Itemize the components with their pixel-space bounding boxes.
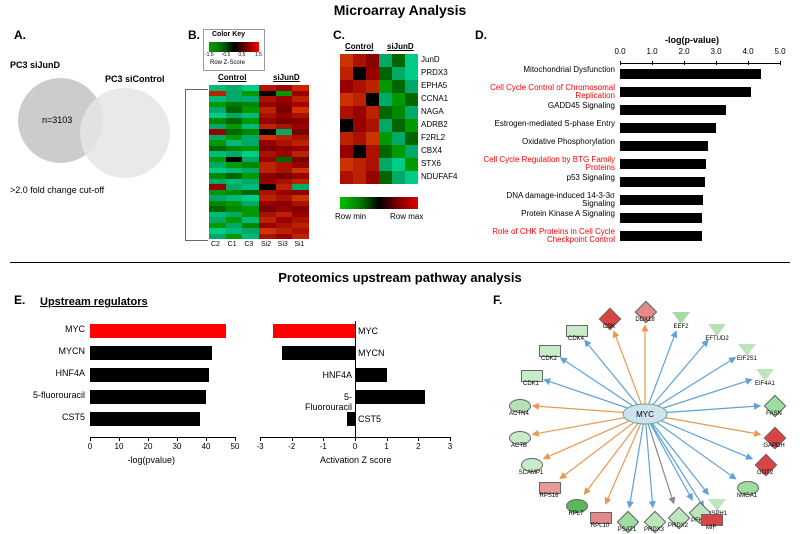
venn-circle-right [80, 88, 170, 178]
panelA-venn: PC3 siJunD PC3 siControl n=3103 >2.0 fol… [10, 50, 185, 230]
node-GOT2: GOT2 [752, 456, 778, 472]
gene-PRDX3: PRDX3 [421, 68, 448, 77]
colorkey: Color Key -1.5-0.50.51.5 Row Z-Score [203, 29, 265, 71]
node-RPL7: RPL7 [563, 497, 589, 513]
d-label-6: p53 Signaling [480, 174, 615, 182]
gene-JunD: JunD [421, 55, 440, 64]
d-bar-0 [620, 69, 761, 79]
node-EEF2: EEF2 [668, 310, 694, 326]
node-CDK2: CDK2 [536, 342, 562, 358]
panelB: Color Key -1.5-0.50.51.5 Row Z-Score Con… [175, 29, 330, 254]
d-bar-3 [620, 123, 716, 133]
node-EIF4A1: EIF4A1 [752, 367, 778, 383]
heatmap-B [209, 85, 309, 239]
label-A: A. [14, 28, 26, 42]
d-label-4: Oxidative Phosphorylation [480, 138, 615, 146]
d-bar-2 [620, 105, 726, 115]
gene-STX6: STX6 [421, 159, 441, 168]
panelC: Control siJunD JunD PRDX3 EPHA5 CCNA1 NAGA AD… [330, 42, 475, 252]
colorkey-sub: Row Z-Score [210, 60, 245, 66]
label-C: C. [333, 28, 345, 42]
node-CSK: CSK [596, 310, 622, 326]
c-group-si: siJunD [387, 42, 414, 51]
venn-n-label: n=3103 [42, 115, 72, 125]
heatmap-C [340, 54, 418, 184]
section-divider [10, 262, 790, 263]
node-GAPDH: GAPDH [761, 429, 787, 445]
dendrogram [185, 89, 208, 241]
d-label-9: Role of CHK Proteins in Cell Cycle Check… [480, 228, 615, 245]
d-label-0: Mitochondrial Dysfunction [480, 66, 615, 74]
panelF-network: MYC CSK DDX18 EEF2 EFTUD2 CDK4CDK2 CDK1 EIF2S1… [495, 300, 795, 528]
b-col-Si2: Si2 [261, 241, 271, 248]
gene-NDUFAF4: NDUFAF4 [421, 172, 457, 181]
gene-NAGA: NAGA [421, 107, 444, 116]
node-hMGA1: hMGA1 [734, 479, 760, 495]
node-SCAMP1: SCAMP1 [518, 456, 544, 472]
panelD-chart: -log(p-value) 0.01.02.03.04.05.0 Mitocho… [480, 35, 788, 253]
b-group-si: siJunD [273, 73, 300, 82]
b-col-C1: C1 [228, 241, 237, 248]
c-max: Row max [390, 212, 423, 221]
node-CDK4: CDK4 [563, 322, 589, 338]
b-col-Si3: Si3 [278, 241, 288, 248]
node-FASN: FASN [761, 397, 787, 413]
proteomics-title: Proteomics upstream pathway analysis [0, 270, 800, 285]
d-bar-6 [620, 177, 705, 187]
node-DDX18: DDX18 [632, 303, 658, 319]
node-ACTN4: ACTN4 [506, 397, 532, 413]
d-label-3: Estrogen-mediated S-phase Entry [480, 120, 615, 128]
node-MIF: MIF [698, 511, 724, 527]
d-bar-7 [620, 195, 703, 205]
d-bar-8 [620, 213, 702, 223]
d-label-5: Cell Cycle Regulation by BTG Family Prot… [480, 156, 615, 173]
microarray-title: Microarray Analysis [0, 2, 800, 18]
d-bar-9 [620, 231, 702, 241]
node-EIF2S1: EIF2S1 [734, 342, 760, 358]
colorkey-gradient [209, 42, 259, 52]
node-RPL10: RPL10 [587, 509, 613, 525]
d-bar-5 [620, 159, 706, 169]
label-E: E. [14, 293, 25, 307]
gene-F2RL2: F2RL2 [421, 133, 445, 142]
e-title: Upstream regulators [40, 296, 148, 308]
d-xtitle: -log(p-value) [665, 35, 719, 45]
panelE: Upstream regulators 01020304050-log(pval… [25, 296, 475, 516]
d-label-8: Protein Kinase A Signaling [480, 210, 615, 218]
b-group-ctrl: Control [218, 73, 246, 82]
svg-text:MYC: MYC [636, 410, 654, 419]
gene-ADRB2: ADRB2 [421, 120, 448, 129]
node-EFTUD2: EFTUD2 [704, 322, 730, 338]
venn-cutoff: >2.0 fold change cut-off [10, 185, 104, 195]
c-min: Row min [335, 212, 366, 221]
c-group-ctrl: Control [345, 42, 373, 51]
d-label-1: Cell Cycle Control of Chromosomal Replic… [480, 84, 615, 101]
b-col-Si1: Si1 [294, 241, 304, 248]
d-label-7: DNA damage-induced 14-3-3σ Signaling [480, 192, 615, 209]
node-RPS16: RPS16 [536, 479, 562, 495]
gene-CCNA1: CCNA1 [421, 94, 448, 103]
venn-right-label: PC3 siControl [105, 74, 165, 84]
node-ACTB: ACTB [506, 429, 532, 445]
colorkey-title: Color Key [212, 31, 245, 38]
d-bar-4 [620, 141, 708, 151]
d-bar-1 [620, 87, 751, 97]
gene-EPHA5: EPHA5 [421, 81, 447, 90]
gene-CBX4: CBX4 [421, 146, 442, 155]
c-gradient [340, 197, 418, 209]
b-col-C3: C3 [244, 241, 253, 248]
node-CDK1: CDK1 [518, 367, 544, 383]
venn-left-label: PC3 siJunD [10, 60, 60, 70]
b-col-C2: C2 [211, 241, 220, 248]
d-label-2: GADD45 Signaling [480, 102, 615, 110]
